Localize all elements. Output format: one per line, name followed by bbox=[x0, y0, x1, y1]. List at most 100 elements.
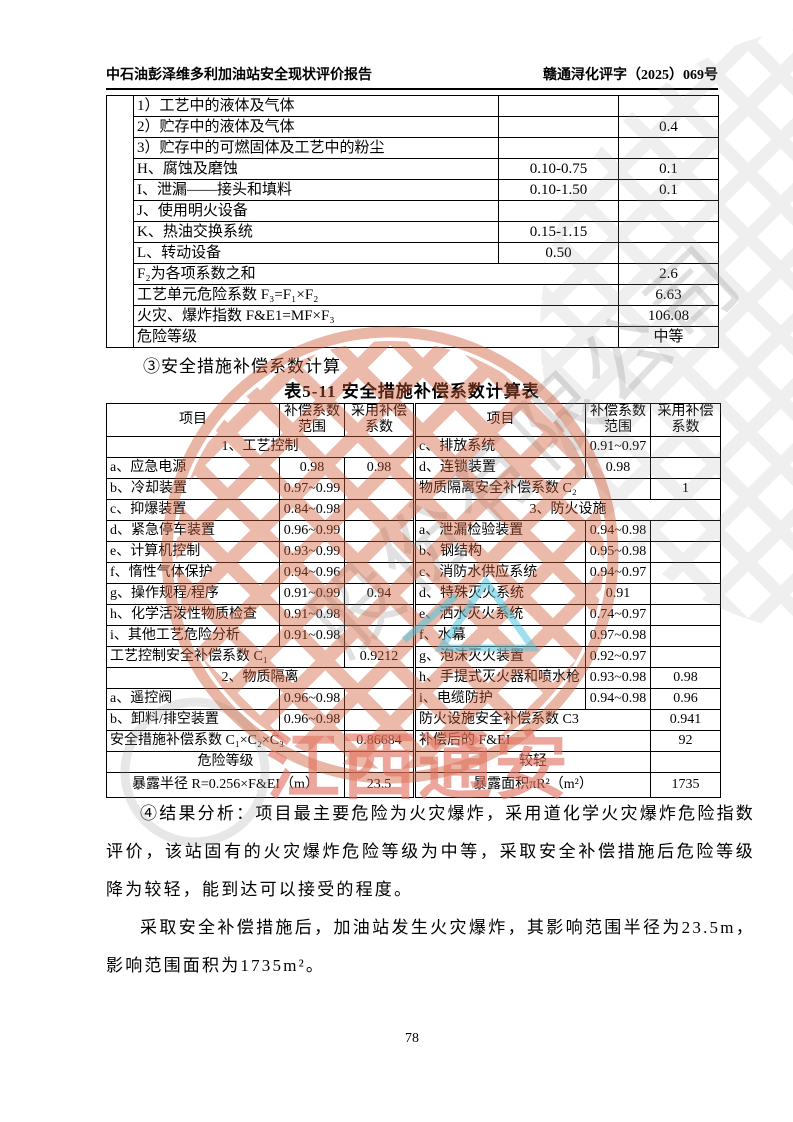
table-cell: 2、物质隔离 bbox=[106, 667, 415, 690]
table-cell bbox=[650, 751, 721, 774]
table-cell: 0.92~0.97 bbox=[585, 646, 651, 669]
table-cell: 0.98 bbox=[279, 457, 345, 480]
table-cell: d、连锁装置 bbox=[413, 457, 586, 480]
column-header-cell: 采用补偿系数 bbox=[344, 402, 415, 438]
table-cell: 防火设施安全补偿系数 C3 bbox=[413, 709, 651, 732]
table-cell: h、手提式灭火器和喷水枪 bbox=[413, 667, 586, 690]
table-cell: 0.9212 bbox=[344, 646, 415, 669]
table-cell: f、水幕 bbox=[413, 625, 586, 648]
table-cell: f、惰性气体保护 bbox=[106, 562, 280, 585]
table-cell: 安全措施补偿系数 C₁×C₂×C₃ bbox=[106, 730, 345, 753]
table-cell: J、使用明火设备 bbox=[133, 200, 499, 222]
table-cell: 0.941 bbox=[650, 709, 721, 732]
table-cell: 0.98 bbox=[344, 457, 415, 480]
table-cell: 106.08 bbox=[618, 305, 719, 327]
body-text: ④结果分析：项目最主要危险为火灾爆炸，采用道化学火灾爆炸危险指数评价，该站固有的… bbox=[106, 795, 755, 985]
table-cell: b、卸料/排空装置 bbox=[106, 709, 280, 732]
table-cell: 0.93~0.99 bbox=[279, 541, 345, 564]
table-cell: 1 bbox=[650, 478, 721, 501]
table-cell: 物质隔离安全补偿系数 C₂ bbox=[413, 478, 651, 501]
table-cell bbox=[618, 95, 719, 117]
header-report-title: 中石油彭泽维多利加油站安全现状评价报告 bbox=[106, 68, 372, 83]
table-cell: d、紧急停车装置 bbox=[106, 520, 280, 543]
table-cell: 0.96~0.98 bbox=[279, 688, 345, 711]
table-cell bbox=[650, 625, 721, 648]
table-cell: 0.86684 bbox=[344, 730, 415, 753]
table-cell: i、电缆防护 bbox=[413, 688, 586, 711]
table-cell: 0.91 bbox=[585, 583, 651, 606]
table-cell: 0.1 bbox=[618, 158, 719, 180]
table-cell: 0.94~0.97 bbox=[585, 562, 651, 585]
table-cell: 暴露面积πR²（m²） bbox=[413, 772, 651, 799]
table-cell: 中等 bbox=[618, 326, 719, 348]
table-cell bbox=[344, 625, 415, 648]
table-cell: 3）贮存中的可燃固体及工艺中的粉尘 bbox=[133, 137, 499, 159]
table-cell: 3、防火设施 bbox=[413, 499, 721, 522]
table-cell: 较轻 bbox=[413, 751, 651, 774]
table-cell bbox=[618, 137, 719, 159]
table-cell bbox=[650, 562, 721, 585]
table-cell: 0.94~0.98 bbox=[585, 520, 651, 543]
table-cell: 0.97~0.98 bbox=[585, 625, 651, 648]
table-cell bbox=[498, 137, 619, 159]
table-cell: 0.10-0.75 bbox=[498, 158, 619, 180]
table-cell: F₂为各项系数之和 bbox=[133, 263, 619, 285]
fire-explosion-index-table: 1）工艺中的液体及气体 2）贮存中的液体及气体 0.4 3）贮存中的可燃固体及工艺中的… bbox=[106, 95, 719, 348]
paragraph-result-analysis: ④结果分析：项目最主要危险为火灾爆炸，采用道化学火灾爆炸危险指数评价，该站固有的… bbox=[106, 804, 755, 899]
table-cell bbox=[498, 200, 619, 222]
table-cell bbox=[344, 541, 415, 564]
table-cell: a、遥控阀 bbox=[106, 688, 280, 711]
table-cell bbox=[650, 436, 721, 459]
column-header-cell: 采用补偿系数 bbox=[650, 402, 721, 438]
table-cell: H、腐蚀及磨蚀 bbox=[133, 158, 499, 180]
header-document-number: 赣通浔化评字（2025）069号 bbox=[543, 68, 718, 83]
table-cell bbox=[344, 709, 415, 732]
table-cell: 0.10-1.50 bbox=[498, 179, 619, 201]
table-cell: 0.94~0.96 bbox=[279, 562, 345, 585]
table-title: 表5-11 安全措施补偿系数计算表 bbox=[284, 382, 540, 401]
table-cell: 1、工艺控制 bbox=[106, 436, 415, 459]
safety-compensation-table: 项目 补偿系数范围 采用补偿系数 项目 补偿系数范围 采用补偿系数 1、工艺控制 c、排放系统… bbox=[106, 402, 721, 799]
section-heading: ③安全措施补偿系数计算 bbox=[143, 357, 341, 376]
table-cell: 0.84~0.98 bbox=[279, 499, 345, 522]
table-cell: e、计算机控制 bbox=[106, 541, 280, 564]
table-cell: 1735 bbox=[650, 772, 721, 799]
table-cell bbox=[498, 95, 619, 117]
table-cell: h、化学活泼性物质检查 bbox=[106, 604, 280, 627]
table-cell: L、转动设备 bbox=[133, 242, 499, 264]
table-cell: d、特殊灭火系统 bbox=[413, 583, 586, 606]
table-cell: 0.91~0.99 bbox=[279, 583, 345, 606]
table-cell: c、消防水供应系统 bbox=[413, 562, 586, 585]
table-cell: i、其他工艺危险分析 bbox=[106, 625, 280, 648]
table-cell: 0.94 bbox=[344, 583, 415, 606]
table-cell: 0.91~0.98 bbox=[279, 604, 345, 627]
table-cell bbox=[344, 478, 415, 501]
table-cell: b、钢结构 bbox=[413, 541, 586, 564]
table-cell: a、泄漏检验装置 bbox=[413, 520, 586, 543]
column-header-cell: 补偿系数范围 bbox=[279, 402, 345, 438]
table-cell: 危险等级 bbox=[133, 326, 619, 348]
table-cell: 危险等级 bbox=[106, 751, 345, 774]
table-cell bbox=[650, 604, 721, 627]
table-cell: 工艺单元危险系数 F₃=F₁×F₂ bbox=[133, 284, 619, 306]
table-cell bbox=[618, 200, 719, 222]
table-cell bbox=[650, 520, 721, 543]
paragraph-impact-range: 采取安全补偿措施后，加油站发生火灾爆炸，其影响范围半径为23.5m，影响范围面积… bbox=[106, 918, 755, 975]
table-cell: a、应急电源 bbox=[106, 457, 280, 480]
table-cell: c、抑爆装置 bbox=[106, 499, 280, 522]
table-cell: 0.74~0.97 bbox=[585, 604, 651, 627]
table-cell: 0.98 bbox=[585, 457, 651, 480]
table-cell: 0.91~0.97 bbox=[585, 436, 651, 459]
table-cell: 火灾、爆炸指数 F&E1=MF×F₃ bbox=[133, 305, 619, 327]
table-cell: 暴露半径 R=0.256×F&EI（m） bbox=[106, 772, 345, 799]
table-cell bbox=[618, 221, 719, 243]
table-cell: 23.5 bbox=[344, 772, 415, 799]
table-cell: g、泡沫灭火装置 bbox=[413, 646, 586, 669]
table-cell: b、冷却装置 bbox=[106, 478, 280, 501]
table-cell: 2.6 bbox=[618, 263, 719, 285]
column-header-cell: 项目 bbox=[413, 402, 586, 438]
table-cell: 0.95~0.98 bbox=[585, 541, 651, 564]
table-cell: 92 bbox=[650, 730, 721, 753]
table-cell: I、泄漏——接头和填料 bbox=[133, 179, 499, 201]
